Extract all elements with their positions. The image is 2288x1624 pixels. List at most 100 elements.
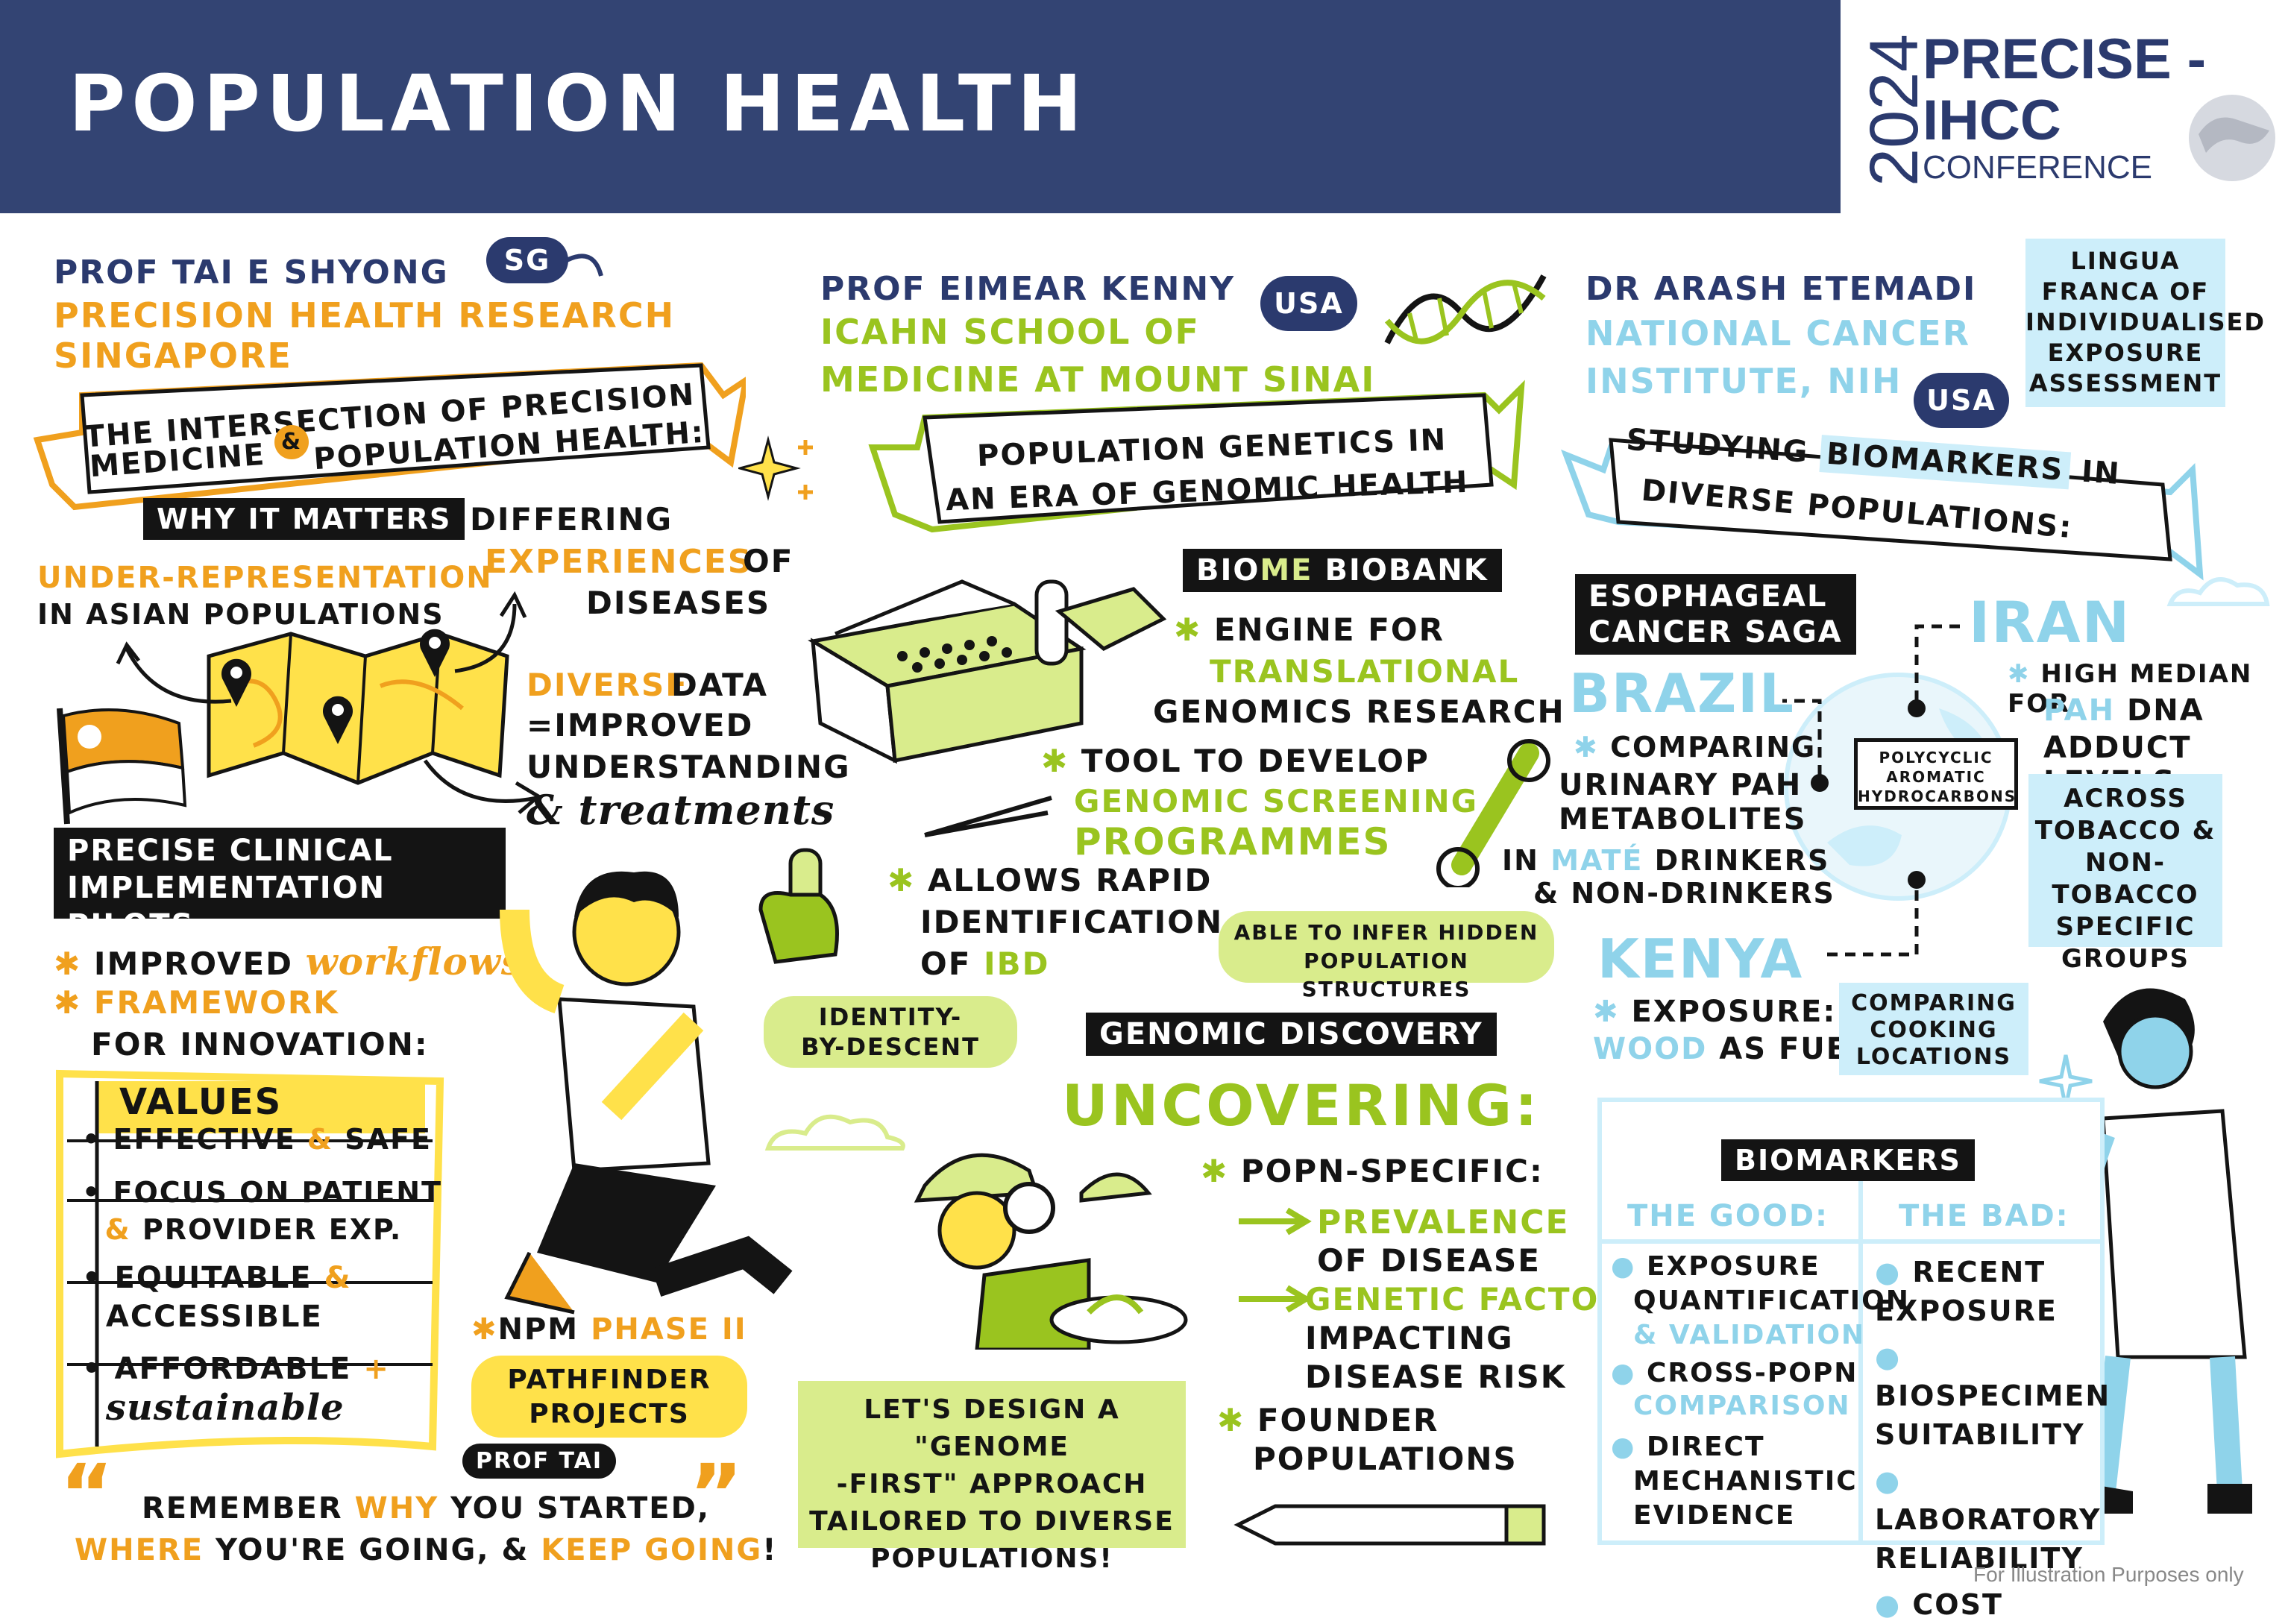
engine-1: ✱ ENGINE FOR [1174,611,1445,648]
affiliation-etemadi-1: NATIONAL CANCER [1585,313,1971,353]
quote-close: ” [689,1447,744,1542]
framework-a: FRAMEWORK [93,984,339,1021]
biomarkers-tag: BIOMARKERS [1721,1139,1975,1181]
header-bar: POPULATION HEALTH [0,0,1841,213]
diverse-4: UNDERSTANDING [527,749,851,785]
wrench-icon [1436,739,1550,887]
globe-icon [2189,95,2275,181]
brazil-5: & NON-DRINKERS [1533,877,1835,910]
why-it-matters-tag: WHY IT MATTERS [143,498,465,540]
footer-note: For Illustration Purposes only [1973,1563,2244,1586]
arrow-icon-3 [423,759,542,814]
pencil-icon [1233,1504,1546,1546]
improved-workflows: ✱ IMPROVED workflows [54,940,524,983]
good-title: THE GOOD: [1627,1199,1829,1233]
good-item-1: ● EXPOSURE QUANTIFICATION & VALIDATION [1611,1251,1910,1350]
quote-line2: WHERE YOU'RE GOING, & KEEP GOING! [75,1533,778,1567]
pilots-line2: IMPLEMENTATION PILOTS [67,871,386,942]
logo-line1: PRECISE - [1923,28,2207,91]
speaker-name-kenny: PROF EIMEAR KENNY [820,270,1236,308]
speaker-name-tai: PROF TAI E SHYONG [54,254,449,292]
country-badge-usa-kenny: USA [1260,276,1357,331]
bad-title: THE BAD: [1899,1199,2069,1233]
lets-design-box: LET'S DESIGN A "GENOME -FIRST" APPROACH … [798,1381,1186,1574]
diverse-1: DIVERSE [527,667,688,703]
pilots-line1: PRECISE CLINICAL [67,834,394,868]
singapore-flag-icon [57,708,187,825]
value-item-1: • EFFECTIVE & SAFE [82,1123,432,1156]
bad-item-2: ● BIOSPECIMEN SUITABILITY [1875,1341,2111,1451]
value-item-2: • FOCUS ON PATIENT & PROVIDER EXP. [82,1176,443,1246]
location-pin-icon-2 [323,696,353,744]
ibd-badge: IDENTITY- BY-DESCENT [764,996,1017,1068]
good-item-3: ● DIRECT MECHANISTIC EVIDENCE [1611,1432,1858,1531]
diverse-3: =IMPROVED [527,707,754,743]
brazil-1: ✱ COMPARING [1574,731,1817,764]
improved-a: IMPROVED [93,945,294,982]
value-item-3: • EQUITABLE & ACCESSIBLE [82,1261,352,1334]
cloud-icon [764,1114,905,1151]
cooking-box: COMPARING COOKING LOCATIONS [1839,983,2028,1075]
iran-1: ✱ HIGH MEDIAN FOR [2008,659,2253,719]
genetic-3: DISEASE RISK [1305,1359,1567,1395]
framework-1: ✱ FRAMEWORK [54,984,339,1021]
bad-items: ● RECENT EXPOSURE ● BIOSPECIMEN SUITABIL… [1875,1253,2111,1624]
quote-open: “ [60,1447,114,1542]
good-item-2: ● CROSS-POPN COMPARISON [1611,1358,1858,1421]
country-badge-usa-etemadi: USA [1914,373,2009,428]
biobank-box-illustration [808,579,1167,764]
genomic-discovery-tag: GENOMIC DISCOVERY [1086,1013,1497,1056]
values-title: VALUES [119,1081,283,1123]
affiliation-kenny-2: MEDICINE AT MOUNT SINAI [820,359,1376,400]
engine-3: GENOMICS RESEARCH [1153,693,1565,730]
cloud-icon-2 [2166,577,2270,606]
differing-4: DISEASES [586,585,771,621]
differing-1: DIFFERING [470,501,673,538]
npm-phase: ✱NPM PHASE II [471,1312,747,1347]
speaker-name-etemadi: DR ARASH ETEMADI [1585,270,1977,308]
kenya-2: WOOD AS FUEL [1593,1032,1869,1066]
biome-biobank-tag: BIOME BIOBANK [1183,549,1502,592]
allows-3: OF IBD [920,945,1050,982]
bad-item-4: ● COST [1875,1588,2003,1621]
affiliation-tai-2: SINGAPORE [54,336,292,376]
quote-line1: REMEMBER WHY YOU STARTED, [142,1491,711,1526]
iran-label: IRAN [1969,589,2131,655]
differing-3: OF [743,543,794,579]
banner-ribbon-etemadi [1561,438,2204,581]
lingua-franca-box: LINGUA FRANCA OF INDIVIDUALISED EXPOSURE… [2025,239,2264,407]
arrow-right-icon [1239,1207,1312,1236]
genetic-1: GENETIC FACTORS [1305,1281,1649,1318]
bad-item-1: ● RECENT EXPOSURE [1875,1256,2058,1327]
arrow-right-icon-2 [1239,1285,1312,1313]
board-line [1602,1239,2100,1244]
tool-3: PROGRAMMES [1074,820,1392,863]
allows-1: ✱ ALLOWS RAPID [887,862,1213,898]
logo-line3: CONFERENCE [1923,149,2153,186]
country-badge-sg: SG [486,237,568,283]
improved-b: workflows [305,940,524,983]
underrep-2: IN ASIAN POPULATIONS [37,598,444,631]
able-to-infer-badge: ABLE TO INFER HIDDEN POPULATION STRUCTUR… [1219,911,1554,1001]
differing-2: EXPERIENCES [485,543,753,581]
kenya-1: ✱ EXPOSURE: [1593,995,1837,1029]
allows-2: IDENTIFICATION [920,904,1224,940]
conference-logo: 2024 PRECISE - IHCC CONFERENCE [1841,0,2288,213]
value-item-4: • AFFORDABLE + sustainable [82,1352,390,1429]
affiliation-tai-1: PRECISION HEALTH RESEARCH [54,295,676,336]
quote-speaker-tag: PROF TAI [462,1444,617,1479]
page-title: POPULATION HEALTH [69,58,1088,149]
pilots-tag: PRECISE CLINICAL IMPLEMENTATION PILOTS [54,828,506,942]
banner-ribbon-tai [33,362,746,511]
board-divider [1858,1178,1863,1543]
sparkle-icon [738,435,813,501]
location-pin-icon [221,658,251,707]
tool-1: ✱ TOOL TO DEVELOP [1041,743,1430,779]
across-box: ACROSS TOBACCO & NON-TOBACCO SPECIFIC GR… [2028,774,2222,974]
genetic-2: IMPACTING [1305,1320,1514,1356]
kenya-label: KENYA [1597,928,1804,990]
scientist-illustration [914,1153,1188,1350]
hand-holding-tube-icon [758,848,839,964]
tweezers-icon [924,796,1052,837]
arrow-icon-2 [454,591,527,673]
